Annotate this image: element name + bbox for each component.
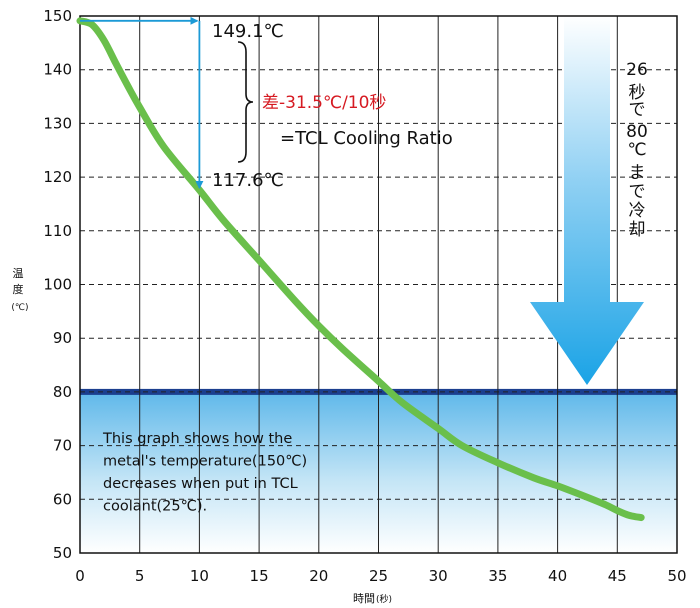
note-line: This graph shows how the [102, 431, 292, 447]
arrow-text-char: 秒 [629, 83, 646, 103]
start-value-label: 149.1℃ [212, 21, 284, 42]
x-tick-label: 5 [135, 567, 145, 585]
explanation-note: This graph shows how the metal's temperat… [102, 431, 307, 515]
plot-frame [79, 15, 678, 554]
note-line: metal's temperature(150℃) [103, 454, 307, 470]
y-tick-label: 130 [43, 114, 72, 132]
x-tick-labels: 0 5 10 15 20 25 30 35 40 45 50 [75, 567, 686, 585]
x-tick-label: 45 [608, 567, 627, 585]
arrow-text-char: 80 [626, 122, 648, 142]
x-tick-label: 40 [548, 567, 567, 585]
y-tick-labels: 50 60 70 80 90 100 110 120 130 140 150 [43, 7, 72, 562]
arrow-text-char: 冷 [629, 201, 646, 221]
y-tick-label: 70 [53, 437, 72, 455]
y-tick-label: 150 [43, 7, 72, 25]
arrow-text-char: 26 [626, 60, 648, 80]
temperature-curve [76, 17, 645, 522]
arrow-text-char: 却 [629, 220, 646, 240]
note-line: decreases when put in TCL [103, 476, 298, 492]
note-line: coolant(25℃). [103, 499, 207, 515]
arrow-text-char: で [629, 182, 646, 202]
y-tick-label: 90 [53, 329, 72, 347]
x-tick-label: 25 [369, 567, 388, 585]
difference-brace [237, 41, 254, 163]
y-tick-label: 80 [53, 383, 72, 401]
arrow-text-char: ℃ [627, 140, 646, 160]
x-axis-title: 時間 [353, 592, 375, 605]
cooling-arrow [530, 16, 644, 385]
y-tick-label: 120 [43, 168, 72, 186]
x-tick-label: 0 [75, 567, 85, 585]
x-tick-label: 35 [488, 567, 507, 585]
x-tick-label: 15 [250, 567, 269, 585]
arrow-text-char: ま [629, 163, 646, 183]
difference-label: 差-31.5℃/10秒 [262, 93, 386, 113]
y-tick-label: 110 [43, 222, 72, 240]
y-axis-unit: (℃) [11, 303, 28, 313]
x-tick-label: 20 [309, 567, 328, 585]
y-tick-label: 100 [43, 276, 72, 294]
x-tick-label: 30 [429, 567, 448, 585]
y-axis-title-1: 温 [13, 267, 24, 280]
arrow-text-char: で [629, 100, 646, 120]
ratio-label: =TCL Cooling Ratio [280, 128, 453, 149]
end-value-label: 117.6℃ [212, 170, 284, 191]
y-axis-title-2: 度 [13, 282, 24, 296]
x-tick-label: 10 [190, 567, 209, 585]
y-tick-label: 50 [53, 544, 72, 562]
y-tick-label: 60 [53, 490, 72, 508]
x-tick-label: 50 [667, 567, 686, 585]
x-axis-unit: (秒) [376, 593, 392, 605]
y-tick-label: 140 [43, 61, 72, 79]
